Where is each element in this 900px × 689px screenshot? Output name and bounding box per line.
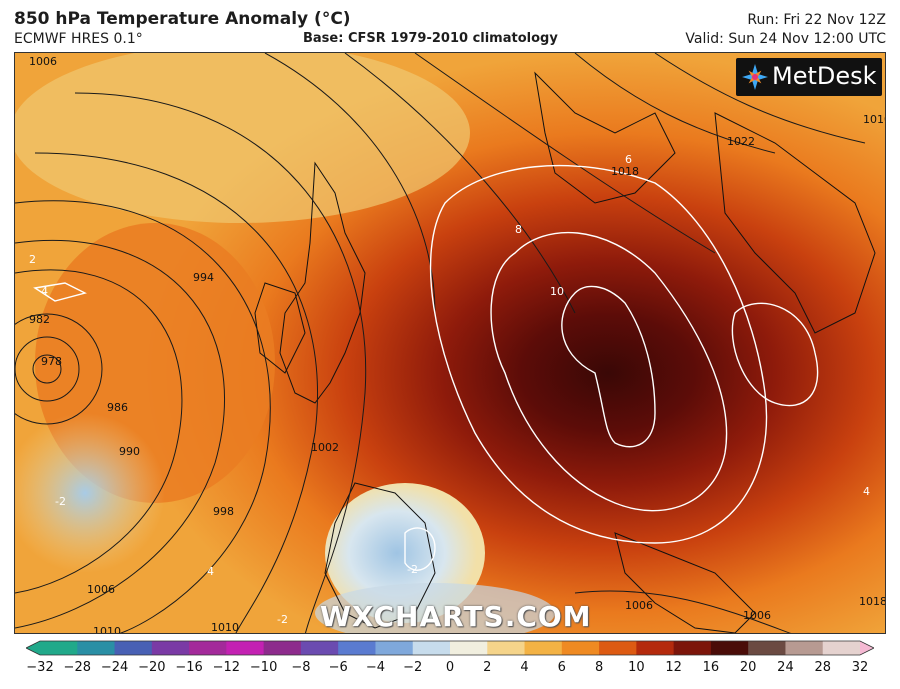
isobar-label: 1006 [625,599,653,612]
colorbar-segment [375,641,414,655]
colorbar: −32 −28 −24 −20 −16 −12 −10 −8 −6 −4 −2 0 2 4 6 8 10 12 16… [25,640,875,686]
colorbar-tick-label: 10 [628,660,645,675]
anomaly-labels: 8 10 6 4 2 -2 4 -2 -2 4 [29,153,870,626]
colorbar-arrow-right [860,641,874,655]
isobar-label: 1006 [87,583,115,596]
cool-patch-south [315,583,555,633]
isobar-label: 986 [107,401,128,414]
coastlines [254,71,876,633]
anomaly-label: -2 [407,563,418,576]
isobar-label: 1010 [93,625,121,634]
isobar-label: 990 [119,445,140,458]
colorbar-segment [114,641,153,655]
colorbar-segment [524,641,563,655]
colorbar-tick-label: −12 [212,660,241,675]
isobar-label: 998 [213,505,234,518]
colorbar-tick-label: 2 [483,660,492,675]
colorbar-tick-label: 16 [702,660,720,675]
colorbar-segment [300,641,339,655]
base-climatology-label: Base: CFSR 1979-2010 climatology [303,31,558,46]
model-label: ECMWF HRES 0.1° [14,31,143,47]
anomaly-label: 6 [625,153,632,166]
colorbar-tick-label: 32 [851,660,869,675]
wxcharts-watermark: WXCHARTS.COM [320,600,592,633]
colorbar-segment [599,641,637,655]
run-time-label: Run: Fri 22 Nov 12Z [747,12,886,28]
isobar-label: 994 [193,271,214,284]
colorbar-tick-label: 28 [814,660,831,675]
isobar-label: 1010 [863,113,886,126]
colorbar-tick-label: 6 [557,660,566,675]
map-canvas: 1006 994 982 978 986 990 998 1006 1010 1… [15,53,886,634]
colorbar-tick-label: −6 [328,660,348,675]
colorbar-tick-label: −4 [365,660,386,675]
cool-patch-west [15,413,165,573]
colorbar-segment [40,641,78,655]
colorbar-tick-label: −8 [291,660,311,675]
anomaly-label: 4 [863,485,870,498]
atlantic-field [15,53,470,223]
colorbar-tick-label: −10 [249,660,278,675]
anomaly-label: -2 [277,613,288,626]
colorbar-segment [412,641,451,655]
anomaly-label: 4 [41,285,48,298]
colorbar-tick-label: −28 [63,660,91,675]
colorbar-tick-label: −2 [403,660,423,675]
colorbar-segment [226,641,265,655]
anomaly-label: 2 [29,253,36,266]
colorbar-tick-label: 12 [665,660,682,675]
isobar-label: 1018 [611,165,639,178]
anomaly-label: -2 [55,495,66,508]
colorbar-segment [338,641,376,655]
colorbar-tick-label: 24 [777,660,794,675]
isobar-label: 1018 [859,595,886,608]
colorbar-segment [710,641,749,655]
colorbar-segment [189,641,227,655]
logo-text: MetDesk [772,62,877,90]
colorbar-segment [487,641,526,655]
colorbar-tick-label: −20 [138,660,166,675]
colorbar-tick-label: −16 [175,660,203,675]
isobar-label: 978 [41,355,62,368]
anomaly-contours [33,164,819,571]
colorbar-tick-label: 20 [739,660,757,675]
colorbar-segment [785,641,824,655]
colorbar-segment [636,641,675,655]
isobar-label: 1022 [727,135,755,148]
colorbar-segment [450,641,488,655]
isobar-label: 982 [29,313,50,326]
colorbar-tick-label: −32 [26,660,54,675]
isobars [15,53,866,633]
isobar-labels: 1006 994 982 978 986 990 998 1006 1010 1… [29,55,886,634]
colorbar-segment [263,641,302,655]
starburst-icon [742,64,768,90]
chart-title: 850 hPa Temperature Anomaly (°C) [14,9,351,29]
header: 850 hPa Temperature Anomaly (°C) ECMWF H… [0,0,900,52]
colorbar-gradient [25,640,875,656]
colorbar-tick-label: 4 [520,660,529,675]
isobar-label: 1002 [311,441,339,454]
anomaly-map: 1006 994 982 978 986 990 998 1006 1010 1… [14,52,886,634]
anomaly-label: 8 [515,223,522,236]
colorbar-segment [673,641,712,655]
colorbar-arrow-left [26,641,40,655]
colorbar-segment [748,641,786,655]
valid-time-label: Valid: Sun 24 Nov 12:00 UTC [685,31,886,47]
isobar-label: 1010 [211,621,239,634]
colorbar-segment [561,641,600,655]
anomaly-label: 10 [550,285,564,298]
isobar-label: 1006 [743,609,771,622]
anomaly-label: 4 [207,565,214,578]
colorbar-segment [77,641,116,655]
isobar-label: 1006 [29,55,57,68]
colorbar-segment [151,641,190,655]
colorbar-tick-label: 8 [594,660,604,675]
metdesk-logo: MetDesk [736,58,882,96]
colorbar-segment [822,641,861,655]
colorbar-tick-label: −24 [100,660,129,675]
colorbar-tick-label: 0 [445,660,455,675]
